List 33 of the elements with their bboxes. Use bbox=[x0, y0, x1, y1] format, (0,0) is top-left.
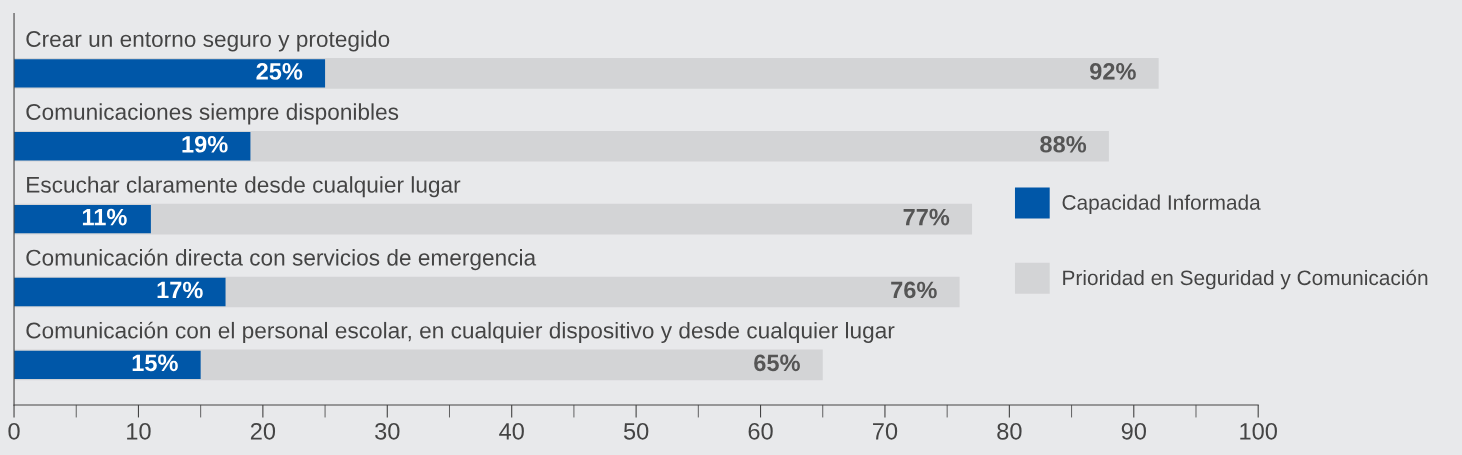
data-label: 77% bbox=[903, 208, 950, 226]
data-label: 17% bbox=[157, 281, 203, 299]
bar bbox=[14, 59, 326, 88]
x-tick-label: 50 bbox=[623, 422, 649, 440]
x-tick-label: 60 bbox=[748, 422, 773, 440]
legend-label: Prioridad en Seguridad y Comunicación bbox=[1063, 269, 1428, 290]
data-label: 15% bbox=[132, 354, 178, 372]
data-label: 88% bbox=[1040, 135, 1087, 153]
data-label: 25% bbox=[256, 63, 303, 80]
x-tick-label: 40 bbox=[499, 422, 524, 440]
y-tick-label: Comunicaciones siempre disponibles bbox=[26, 103, 399, 125]
bar bbox=[14, 277, 226, 307]
x-tick-label: 30 bbox=[375, 422, 400, 440]
bar bbox=[14, 204, 151, 234]
y-tick-label: Escuchar claramente desde cualquier lugar bbox=[27, 176, 461, 198]
x-tick-label: 10 bbox=[127, 422, 151, 440]
data-label: 11% bbox=[82, 208, 127, 226]
x-tick-label: 70 bbox=[873, 422, 898, 440]
x-tick-label: 20 bbox=[250, 422, 276, 440]
x-tick-label: 100 bbox=[1240, 422, 1277, 440]
y-tick-label: Comunicación directa con servicios de emergencia bbox=[26, 248, 537, 271]
x-tick-label: 80 bbox=[997, 422, 1022, 440]
data-label: 76% bbox=[891, 281, 937, 299]
bar bbox=[14, 350, 201, 380]
x-tick-label: 90 bbox=[1121, 422, 1146, 440]
y-tick-label: Crear un entorno seguro y protegido bbox=[26, 30, 390, 52]
y-tick-label: Comunicación con el personal escolar, en cualquier dispositivo y desde cualquier lugar bbox=[26, 321, 895, 344]
x-tick-label: 0 bbox=[8, 422, 20, 440]
data-label: 92% bbox=[1090, 63, 1136, 80]
legend-label: Capacidad Informada bbox=[1062, 194, 1261, 214]
data-label: 19% bbox=[182, 135, 228, 153]
data-label: 65% bbox=[754, 354, 800, 372]
bar bbox=[14, 132, 251, 161]
